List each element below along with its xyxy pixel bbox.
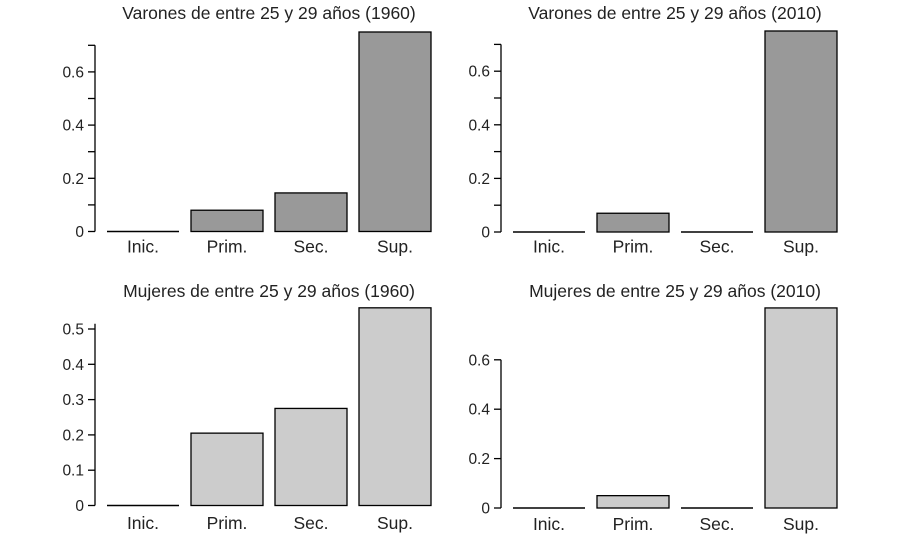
category-label-inic: Inic. [127,513,159,533]
y-tick-label: 0.6 [468,352,490,369]
y-tick-label: 0.4 [468,402,490,419]
bar-prim [190,432,264,507]
bar-sup [358,31,432,233]
y-tick-label: 0 [75,224,84,241]
category-label-inic: Inic. [533,237,565,257]
y-tick-label: 0 [481,501,490,518]
category-label-sec: Sec. [699,514,734,534]
category-label-sec: Sec. [699,237,734,257]
chart-title: Varones de entre 25 y 29 años (2010) [528,3,821,23]
y-tick-label: 0 [75,498,84,515]
category-label-sup: Sup. [783,514,819,534]
chart-varones-2010: Varones de entre 25 y 29 años (2010) 0 0.2… [468,3,838,257]
bar-prim [190,209,264,233]
bar-prim [596,494,670,509]
chart-title: Mujeres de entre 25 y 29 años (1960) [123,281,415,301]
chart-mujeres-2010: Mujeres de entre 25 y 29 años (2010) 0 0.2… [468,281,838,534]
category-label-sup: Sup. [377,237,413,257]
category-label-inic: Inic. [127,237,159,257]
y-tick-label: 0.2 [468,171,490,188]
category-label-prim: Prim. [613,237,654,257]
y-tick-label: 0.3 [62,392,84,409]
category-label-sec: Sec. [293,237,328,257]
category-label-inic: Inic. [533,514,565,534]
chart-varones-1960: Varones de entre 25 y 29 años (1960) 0 0.2… [62,3,432,257]
y-tick-label: 0.2 [62,427,84,444]
y-tick-label: 0.1 [62,463,84,480]
category-label-sup: Sup. [377,513,413,533]
y-tick-label: 0.6 [468,64,490,81]
category-label-sup: Sup. [783,237,819,257]
bar-sup [358,307,432,507]
bar-sup [764,30,838,233]
chart-title: Mujeres de entre 25 y 29 años (2010) [529,281,821,301]
y-tick-label: 0.2 [468,451,490,468]
bar-sec [274,192,348,233]
bar-prim [596,212,670,233]
y-tick-label: 0.2 [62,171,84,188]
y-tick-label: 0.4 [62,118,84,135]
category-label-sec: Sec. [293,513,328,533]
category-label-prim: Prim. [207,513,248,533]
y-tick-label: 0.4 [62,357,84,374]
chart-title: Varones de entre 25 y 29 años (1960) [122,3,415,23]
bar-sec [274,407,348,507]
y-tick-label: 0.6 [62,64,84,81]
chart-mujeres-1960: Mujeres de entre 25 y 29 años (1960) 0 0.1… [62,281,432,533]
bar-sup [764,307,838,509]
category-label-prim: Prim. [207,237,248,257]
category-label-prim: Prim. [613,514,654,534]
y-tick-label: 0 [481,225,490,242]
y-tick-label: 0.4 [468,117,490,134]
y-tick-label: 0.5 [62,322,84,339]
